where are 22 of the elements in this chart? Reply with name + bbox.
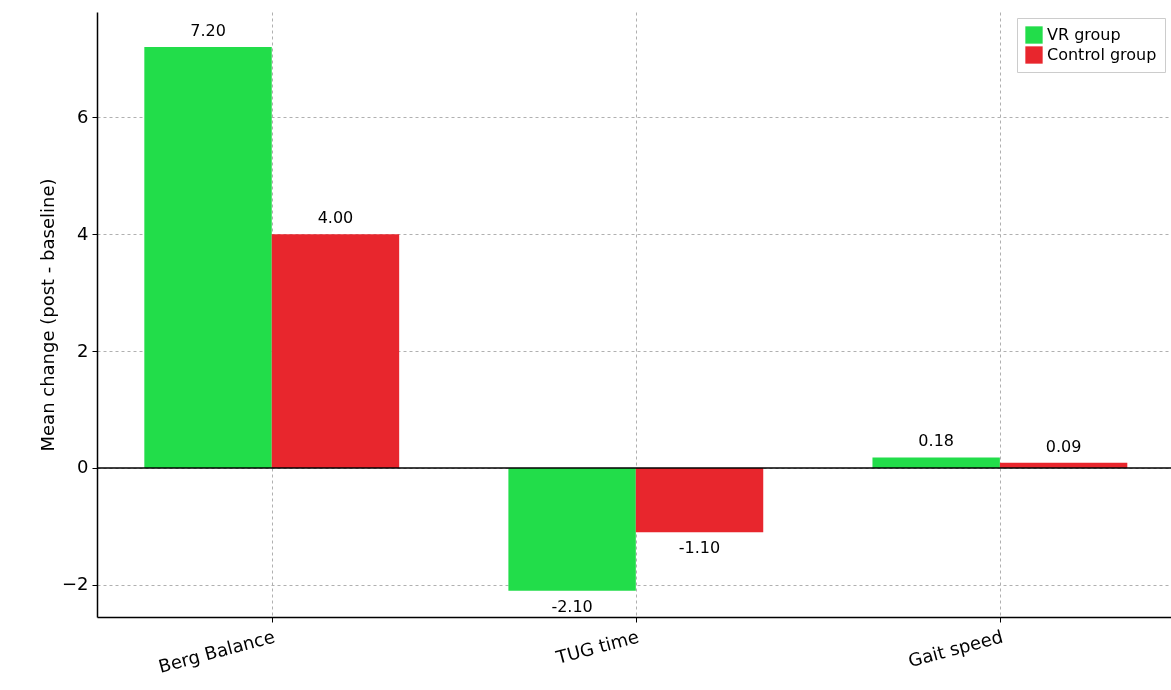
data-label: -2.10 <box>551 596 593 616</box>
bar <box>635 467 764 533</box>
data-label: 0.09 <box>1045 436 1082 456</box>
data-label: 7.20 <box>190 21 226 41</box>
legend-label: VR group <box>1047 25 1121 44</box>
y-tick-label: −2 <box>61 573 89 595</box>
y-tick-label: 0 <box>77 456 89 478</box>
bar <box>144 47 272 468</box>
y-axis-title: Mean change (post - baseline) <box>36 178 58 452</box>
y-tick-label: 2 <box>77 339 89 361</box>
x-tick-label: Gait speed <box>905 625 1006 672</box>
legend-label: Control group <box>1047 45 1157 64</box>
data-label: 0.18 <box>918 431 954 451</box>
y-tick-label: 4 <box>77 222 89 244</box>
data-label: 4.00 <box>317 208 354 228</box>
bar <box>508 467 636 591</box>
x-tick-label: Berg Balance <box>156 625 277 677</box>
x-tick-label: TUG time <box>552 625 641 669</box>
y-tick-label: 6 <box>77 105 89 127</box>
bar <box>271 234 400 468</box>
data-label: -1.10 <box>678 538 721 558</box>
bar <box>872 457 1000 468</box>
